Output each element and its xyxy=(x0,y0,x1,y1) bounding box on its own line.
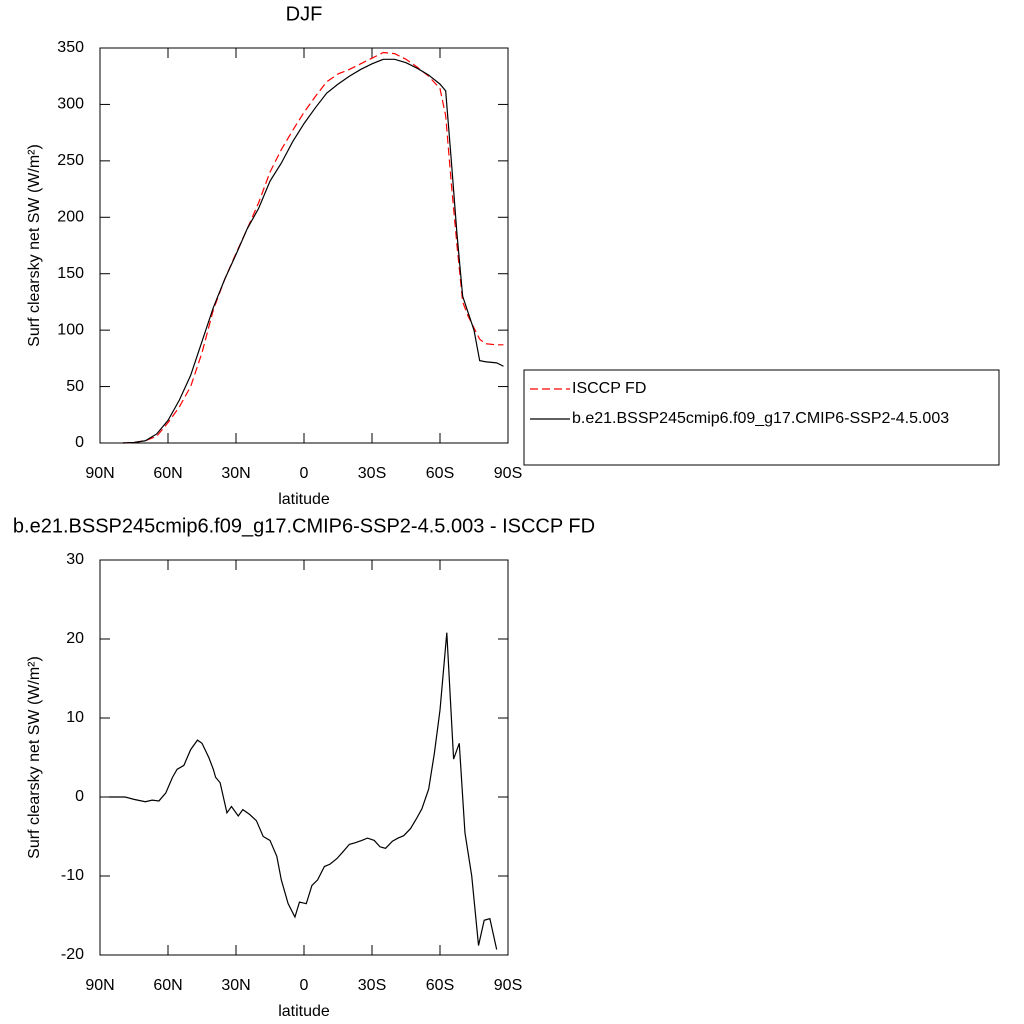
x-tick-label: 30N xyxy=(221,465,250,482)
x-tick-label: 60N xyxy=(153,977,182,994)
y-tick-label: -10 xyxy=(61,867,84,884)
y-tick-label: 10 xyxy=(66,709,84,726)
x-axis-title: latitude xyxy=(278,1003,330,1020)
legend-label: ISCCP FD xyxy=(572,380,646,397)
y-tick-label: 20 xyxy=(66,630,84,647)
series-line xyxy=(122,51,504,444)
y-tick-label: 250 xyxy=(57,152,84,169)
y-tick-label: 350 xyxy=(57,39,84,56)
x-axis-title: latitude xyxy=(278,491,330,508)
y-tick-label: 30 xyxy=(66,551,84,568)
x-tick-label: 30S xyxy=(358,977,386,994)
chart-title: b.e21.BSSP245cmip6.f09_g17.CMIP6-SSP2-4.… xyxy=(13,515,595,537)
y-tick-label: -20 xyxy=(61,946,84,963)
x-tick-label: 0 xyxy=(300,465,309,482)
y-axis-title: Surf clearsky net SW (W/m²) xyxy=(26,656,43,859)
chart-title: DJF xyxy=(286,3,323,25)
x-tick-label: 90N xyxy=(85,465,114,482)
series-line xyxy=(109,632,498,950)
series-line xyxy=(122,58,504,444)
y-axis-title: Surf clearsky net SW (W/m²) xyxy=(26,144,43,347)
y-tick-label: 300 xyxy=(57,96,84,113)
x-tick-label: 30N xyxy=(221,977,250,994)
y-tick-label: 0 xyxy=(75,788,84,805)
x-tick-label: 60N xyxy=(153,465,182,482)
x-tick-label: 60S xyxy=(426,465,454,482)
y-tick-label: 150 xyxy=(57,265,84,282)
y-tick-label: 50 xyxy=(66,378,84,395)
x-tick-label: 30S xyxy=(358,465,386,482)
y-tick-label: 200 xyxy=(57,209,84,226)
y-tick-label: 0 xyxy=(75,434,84,451)
plot-frame xyxy=(99,559,509,956)
x-tick-label: 90S xyxy=(494,977,522,994)
x-tick-label: 90N xyxy=(85,977,114,994)
x-tick-label: 90S xyxy=(494,465,522,482)
legend-label: b.e21.BSSP245cmip6.f09_g17.CMIP6-SSP2-4.… xyxy=(572,410,949,427)
y-tick-label: 100 xyxy=(57,321,84,338)
x-tick-label: 0 xyxy=(300,977,309,994)
legend-box xyxy=(523,369,1000,466)
x-tick-label: 60S xyxy=(426,977,454,994)
